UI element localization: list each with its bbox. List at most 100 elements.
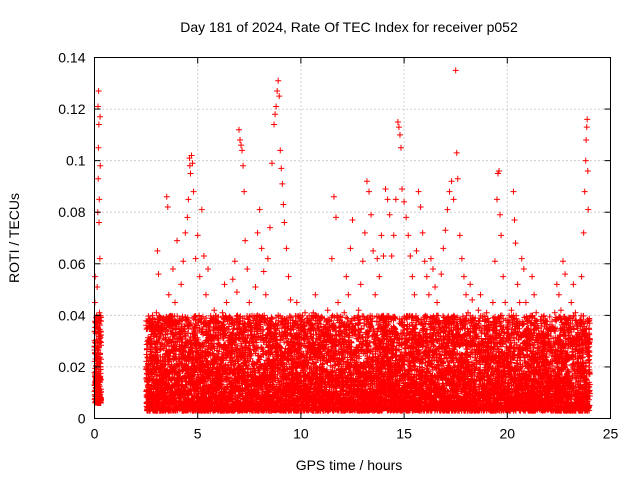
data-point xyxy=(585,206,592,213)
data-point xyxy=(421,258,428,265)
x-tick-label: 0 xyxy=(91,426,99,442)
data-point xyxy=(359,258,366,265)
data-point xyxy=(95,144,102,151)
data-point xyxy=(549,325,556,332)
data-point xyxy=(198,206,205,213)
data-point xyxy=(250,317,257,324)
data-point xyxy=(495,170,502,177)
data-point xyxy=(279,180,286,187)
data-point xyxy=(176,317,183,324)
data-point xyxy=(489,299,496,306)
data-point xyxy=(271,121,278,128)
data-point xyxy=(314,317,321,324)
data-point xyxy=(370,247,377,254)
data-point xyxy=(217,325,224,332)
data-point xyxy=(240,162,247,169)
data-point xyxy=(378,232,385,239)
data-point xyxy=(497,211,504,218)
data-point xyxy=(545,332,552,339)
data-point xyxy=(97,113,104,120)
data-point xyxy=(221,281,228,288)
data-point xyxy=(366,188,373,195)
data-point xyxy=(423,273,430,280)
data-point xyxy=(163,193,170,200)
data-point xyxy=(187,170,194,177)
data-point xyxy=(308,327,315,334)
data-point xyxy=(95,175,102,182)
data-point xyxy=(446,188,453,195)
data-point xyxy=(572,309,579,316)
data-point xyxy=(473,332,480,339)
data-point xyxy=(405,232,412,239)
data-point xyxy=(277,147,284,154)
data-point xyxy=(481,330,488,337)
data-point xyxy=(514,281,521,288)
data-point xyxy=(411,291,418,298)
data-point xyxy=(475,307,482,314)
data-point xyxy=(527,332,534,339)
data-point xyxy=(304,332,311,339)
x-tick-label: 25 xyxy=(603,426,619,442)
data-point xyxy=(159,358,166,365)
data-point xyxy=(96,335,103,342)
data-point xyxy=(396,131,403,138)
data-point xyxy=(537,343,544,350)
data-point xyxy=(547,343,554,350)
data-point xyxy=(95,103,102,110)
y-tick-label: 0.12 xyxy=(58,101,85,117)
data-point xyxy=(456,232,463,239)
data-point xyxy=(178,281,185,288)
data-point xyxy=(512,240,519,247)
data-point xyxy=(479,314,486,321)
data-point xyxy=(233,289,240,296)
data-point xyxy=(518,255,525,262)
data-point xyxy=(585,353,592,360)
data-point xyxy=(584,167,591,174)
data-point xyxy=(578,273,585,280)
data-point xyxy=(390,232,397,239)
data-point xyxy=(239,147,246,154)
data-point xyxy=(382,186,389,193)
data-point xyxy=(252,283,259,290)
data-point xyxy=(211,307,218,314)
data-point xyxy=(297,343,304,350)
data-point xyxy=(434,299,441,306)
plot-frame xyxy=(94,57,611,419)
data-point xyxy=(458,255,465,262)
data-point xyxy=(568,299,575,306)
data-point xyxy=(566,335,573,342)
data-point xyxy=(516,299,523,306)
data-point xyxy=(225,314,232,321)
data-point xyxy=(324,307,331,314)
data-point xyxy=(92,273,99,280)
x-tick-label: 5 xyxy=(194,426,202,442)
data-point xyxy=(343,273,350,280)
data-point xyxy=(161,343,168,350)
data-point xyxy=(97,162,104,169)
data-point xyxy=(337,317,344,324)
data-point xyxy=(413,247,420,254)
data-point xyxy=(164,204,171,211)
data-point xyxy=(196,273,203,280)
data-point xyxy=(293,299,300,306)
data-point xyxy=(551,309,558,316)
data-point xyxy=(415,188,422,195)
data-point xyxy=(310,309,317,316)
data-point xyxy=(562,271,569,278)
data-point xyxy=(450,196,457,203)
data-point xyxy=(287,296,294,303)
data-point xyxy=(493,196,500,203)
data-point xyxy=(407,253,414,260)
data-point xyxy=(557,307,564,314)
data-point xyxy=(260,268,267,275)
data-point xyxy=(581,188,588,195)
data-point xyxy=(169,265,176,272)
data-point xyxy=(453,149,460,156)
data-point xyxy=(384,196,391,203)
data-point xyxy=(357,281,364,288)
data-point xyxy=(496,167,503,174)
dense-band-marks xyxy=(91,312,593,414)
data-point xyxy=(190,188,197,195)
data-point xyxy=(92,343,99,350)
data-point xyxy=(258,245,265,252)
